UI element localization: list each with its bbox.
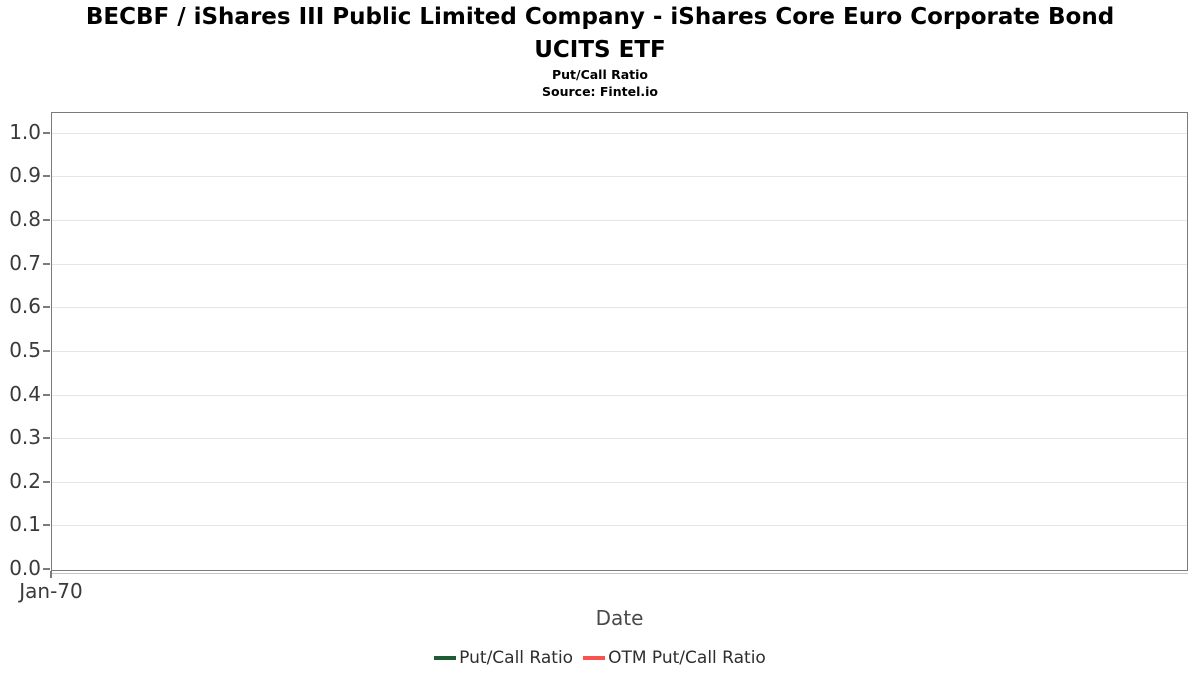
y-axis-tick [43, 219, 50, 221]
y-axis-tick [43, 394, 50, 396]
legend-label-putcall-ratio: Put/Call Ratio [459, 648, 574, 668]
y-axis-tick-label: 0.9 [9, 163, 41, 187]
gridline [52, 438, 1187, 439]
y-axis-tick [43, 263, 50, 265]
gridline [52, 220, 1187, 221]
y-axis-tick [43, 350, 50, 352]
gridline [52, 482, 1187, 483]
chart-title: BECBF / iShares III Public Limited Compa… [0, 1, 1200, 67]
otm-putcall-ratio-legend-dash-icon [583, 656, 606, 660]
chart-title-line1: BECBF / iShares III Public Limited Compa… [85, 4, 1115, 30]
chart-title-line2: UCITS ETF [534, 37, 666, 63]
y-axis-tick-label: 0.2 [9, 469, 41, 493]
y-axis-tick-label: 0.1 [9, 512, 41, 536]
gridline [52, 176, 1187, 177]
gridline [52, 307, 1187, 308]
y-axis-tick-label: 0.5 [9, 338, 41, 362]
y-axis-tick-label: 0.8 [9, 207, 41, 231]
gridline [52, 395, 1187, 396]
y-axis-tick-label: 0.6 [9, 294, 41, 318]
y-axis-tick [43, 481, 50, 483]
y-axis-tick [43, 437, 50, 439]
gridline [52, 133, 1187, 134]
chart-subtitle: Put/Call Ratio [551, 67, 649, 82]
x-axis-tick-label: Jan-70 [19, 579, 83, 603]
y-axis-tick-label: 0.0 [9, 556, 41, 580]
y-axis-tick-label: 1.0 [9, 120, 41, 144]
y-axis-tick [43, 568, 50, 570]
x-axis-baseline [51, 573, 1188, 574]
gridline [52, 525, 1187, 526]
y-axis-tick-label: 0.7 [9, 251, 41, 275]
x-axis-tick [50, 571, 52, 578]
putcall-ratio-legend-dash-icon [434, 656, 457, 660]
y-axis-tick [43, 132, 50, 134]
legend: Put/Call Ratio OTM Put/Call Ratio [0, 645, 1200, 671]
y-axis-tick-label: 0.3 [9, 425, 41, 449]
gridline [52, 264, 1187, 265]
y-axis-tick [43, 524, 50, 526]
x-axis-label: Date [595, 606, 644, 630]
y-axis-tick [43, 175, 50, 177]
plot-area [51, 112, 1188, 571]
chart-source-label: Source: Fintel.io [542, 84, 658, 99]
gridline [52, 351, 1187, 352]
y-axis-tick-label: 0.4 [9, 382, 41, 406]
y-axis-tick [43, 306, 50, 308]
legend-label-otm-putcall-ratio: OTM Put/Call Ratio [608, 648, 766, 668]
